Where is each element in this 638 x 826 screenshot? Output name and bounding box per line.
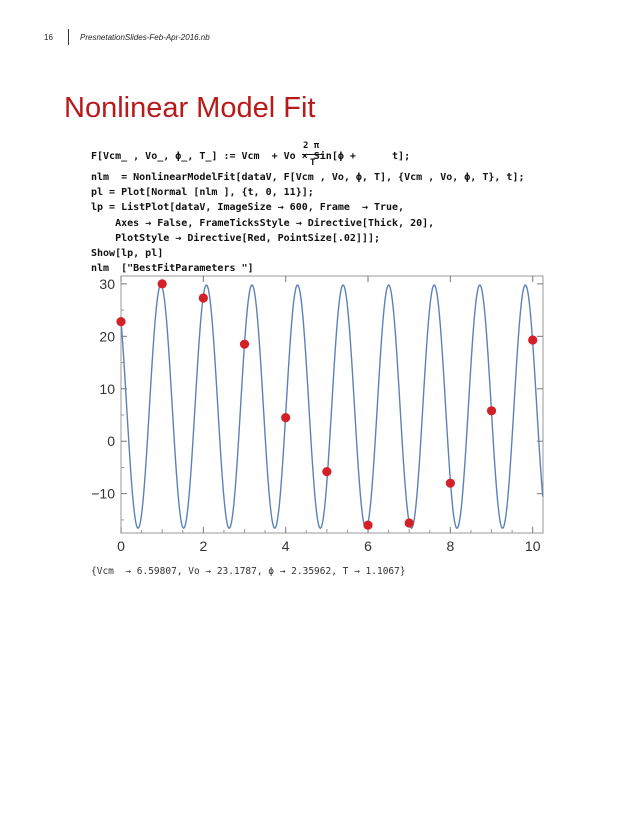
page-number: 16 xyxy=(44,33,53,42)
code-line-1[interactable]: F[Vcm_ , Vo_, ϕ_, T_] := Vcm + Vo × Sin[… xyxy=(91,151,411,162)
code-line-4[interactable]: lp = ListPlot[dataV, ImageSize → 600, Fr… xyxy=(91,202,405,213)
data-point xyxy=(322,467,332,477)
x-tick-label: 4 xyxy=(282,538,290,554)
data-point xyxy=(528,335,538,345)
y-tick-label: 30 xyxy=(99,276,115,292)
data-point xyxy=(198,293,208,303)
x-tick-label: 6 xyxy=(364,538,372,554)
code-line-8[interactable]: nlm ["BestFitParameters "] xyxy=(91,263,254,274)
data-point xyxy=(363,520,373,530)
code-line-7[interactable]: Show[lp, pl] xyxy=(91,248,164,259)
notebook-title: PresnetationSlides-Feb-Apr-2016.nb xyxy=(80,33,210,42)
code-line-6[interactable]: PlotStyle → Directive[Red, PointSize[.02… xyxy=(91,233,380,244)
best-fit-output: {Vcm → 6.59807, Vo → 23.1787, ϕ → 2.3596… xyxy=(91,566,406,577)
y-tick-label: −10 xyxy=(91,486,115,502)
data-point xyxy=(445,478,455,488)
y-tick-label: 10 xyxy=(99,381,115,397)
header-divider xyxy=(68,29,69,45)
x-tick-label: 8 xyxy=(446,538,454,554)
section-title: Nonlinear Model Fit xyxy=(64,92,316,124)
code-line-2[interactable]: nlm = NonlinearModelFit[dataV, F[Vcm , V… xyxy=(91,172,525,183)
code-line-5[interactable]: Axes → False, FrameTicksStyle → Directiv… xyxy=(91,218,435,229)
x-tick-label: 10 xyxy=(525,538,541,554)
fraction-numerator: 2 π xyxy=(303,141,320,151)
fraction-bar xyxy=(302,154,324,155)
y-tick-label: 0 xyxy=(107,433,115,449)
data-point xyxy=(116,317,126,327)
data-point xyxy=(404,518,414,528)
x-tick-label: 0 xyxy=(117,538,125,554)
data-point xyxy=(157,279,167,289)
data-point xyxy=(239,339,250,349)
data-point xyxy=(281,413,291,423)
fraction-denominator: T xyxy=(310,158,316,168)
x-tick-label: 2 xyxy=(199,538,207,554)
code-line-3[interactable]: pl = Plot[Normal [nlm ], {t, 0, 11}]; xyxy=(91,187,314,198)
fit-curve xyxy=(120,284,544,529)
y-tick-label: 20 xyxy=(99,328,115,344)
plot-frame xyxy=(120,275,544,534)
data-point xyxy=(486,406,497,416)
